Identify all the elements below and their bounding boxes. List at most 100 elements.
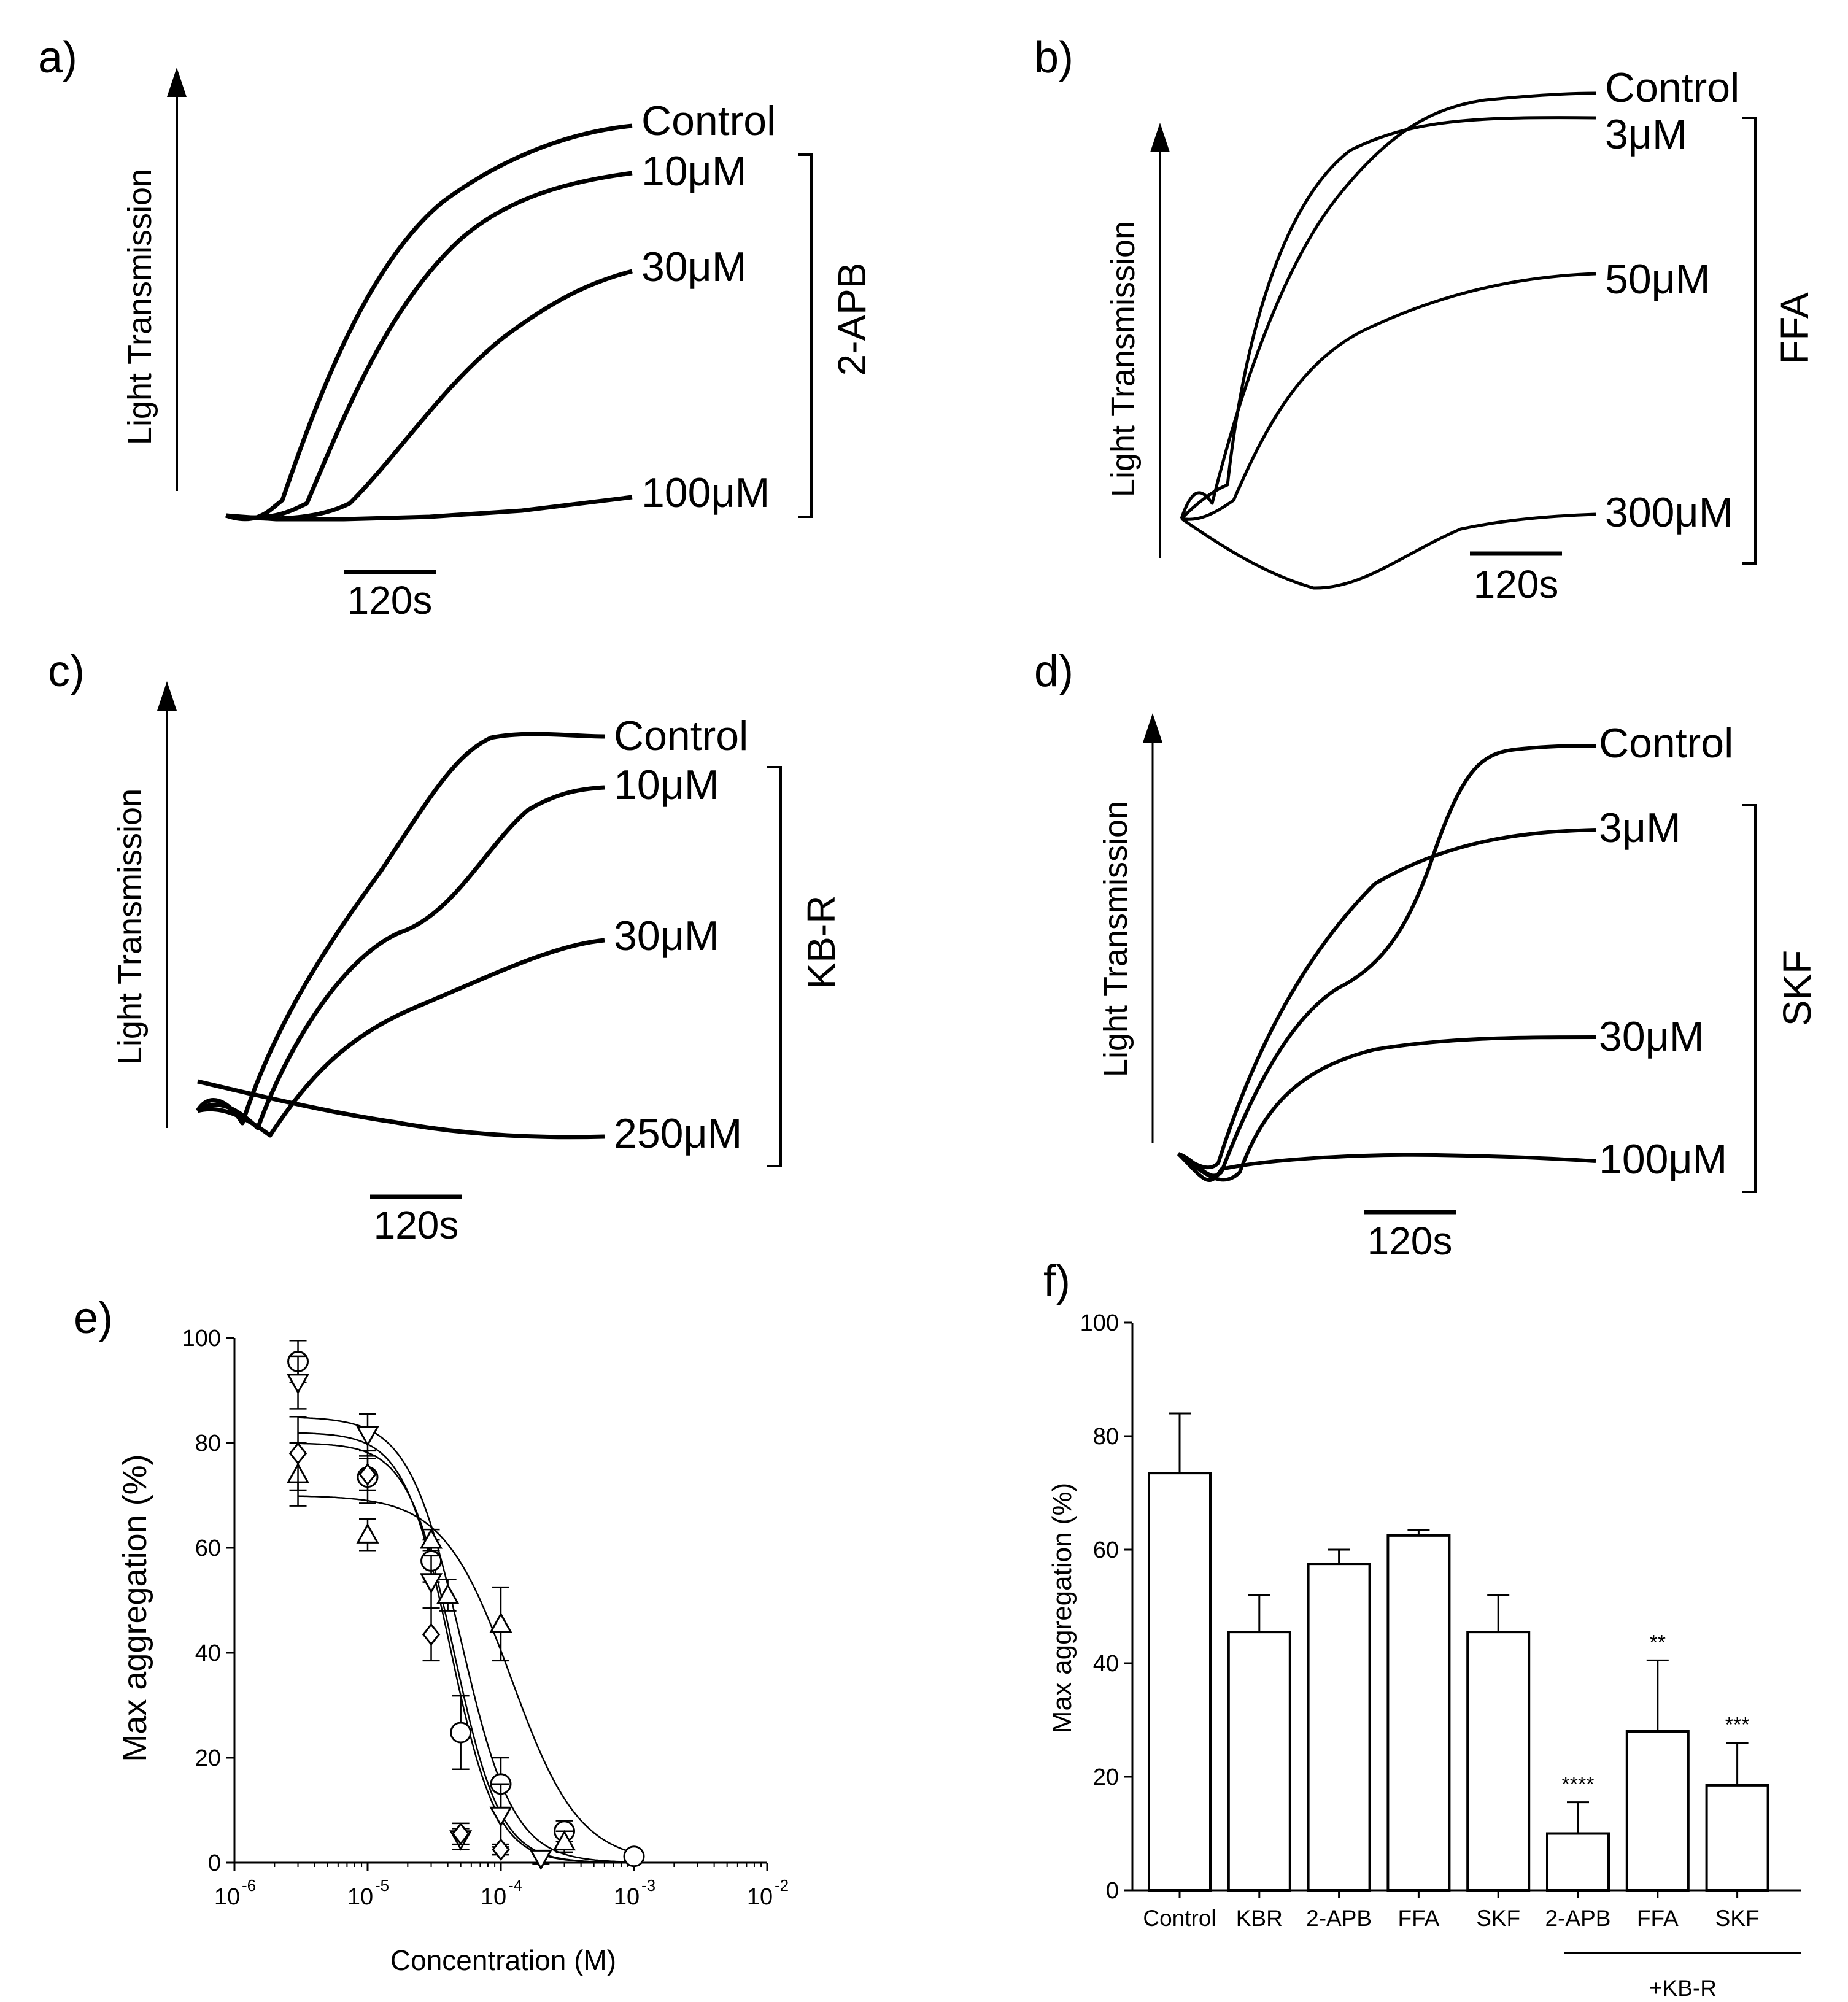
panel-f-bar bbox=[1466, 1631, 1531, 1892]
panel-d-arrowhead-icon bbox=[1143, 713, 1162, 743]
panel-f-bar bbox=[1227, 1631, 1291, 1892]
panel-e-xtick-label: 10 bbox=[347, 1884, 373, 1910]
panel-d-trace-3um bbox=[1177, 828, 1596, 1170]
panel-b-traces bbox=[1180, 91, 1596, 590]
panel-c-label-10um: 10μM bbox=[614, 762, 719, 808]
panel-d-label-100um: 100μM bbox=[1599, 1136, 1727, 1183]
panel-e-point-diamond bbox=[492, 1838, 510, 1861]
panel-a-ylabel: Light Transmission bbox=[122, 169, 158, 445]
panel-c-traces bbox=[196, 732, 605, 1140]
panel-b-bracket bbox=[1742, 117, 1757, 565]
panel-b-label-control: Control bbox=[1605, 64, 1739, 111]
panel-f-category-label: SKF bbox=[1476, 1906, 1520, 1931]
panel-c-arrowhead-icon bbox=[157, 681, 177, 711]
panel-e-fit-curve bbox=[298, 1495, 635, 1854]
panel-e-ytick-label: 0 bbox=[208, 1850, 221, 1876]
panel-f-category-label: SKF bbox=[1715, 1906, 1760, 1931]
panel-f-group-label: +KB-R bbox=[1649, 1976, 1717, 2001]
panel-a-bracket bbox=[798, 153, 813, 518]
panel-a-label-10um: 10μM bbox=[641, 148, 746, 195]
panel-a-letter: a) bbox=[38, 33, 77, 82]
panel-d: d) Light Transmission Control 3μM 30μM 1… bbox=[1034, 647, 1819, 1263]
panel-c-letter: c) bbox=[48, 647, 85, 696]
panel-e-point-triangle-down bbox=[356, 1426, 379, 1447]
panel-a-drug-label: 2-APB bbox=[830, 263, 874, 376]
panel-f-letter: f) bbox=[1043, 1257, 1070, 1306]
panel-a-scale-label: 120s bbox=[347, 578, 433, 622]
panel-b-scale-label: 120s bbox=[1474, 562, 1559, 606]
panel-a-label-100um: 100μM bbox=[641, 470, 770, 516]
panel-e-point-triangle-up bbox=[356, 1523, 379, 1544]
panel-f-category-label: 2-APB bbox=[1545, 1906, 1611, 1931]
panel-e-fit-curve bbox=[298, 1432, 635, 1864]
panel-a-trace-100um bbox=[225, 495, 633, 522]
panel-e-x-ticks: 10 -6 10 -5 10 -4 10 -3 10 -2 bbox=[214, 1863, 789, 1910]
panel-b-letter: b) bbox=[1034, 33, 1073, 82]
panel-f-category-label: KBR bbox=[1236, 1906, 1283, 1931]
panel-f-category-label: FFA bbox=[1637, 1906, 1679, 1931]
panel-b-trace-3um bbox=[1180, 116, 1596, 520]
panel-e-point-diamond bbox=[422, 1623, 441, 1646]
panel-c-label-250um: 250μM bbox=[614, 1110, 742, 1157]
panel-e-xtick-label: 10 bbox=[747, 1884, 773, 1910]
panel-b-label-3um: 3μM bbox=[1605, 111, 1687, 158]
panel-e-point-triangle-down bbox=[286, 1374, 310, 1394]
panel-d-label-3um: 3μM bbox=[1599, 805, 1681, 851]
panel-e-point-triangle-down bbox=[529, 1849, 552, 1871]
panel-e-xtick-exponent: -5 bbox=[375, 1876, 389, 1895]
panel-e-xtick-label: 10 bbox=[614, 1884, 640, 1910]
panel-f-ytick-label: 40 bbox=[1093, 1651, 1119, 1677]
panel-a-traces bbox=[225, 123, 633, 522]
panel-d-label-control: Control bbox=[1599, 720, 1733, 767]
panel-a-arrowhead-icon bbox=[167, 68, 187, 97]
panel-b-arrowhead-icon bbox=[1150, 123, 1170, 152]
panel-e-ytick-label: 20 bbox=[195, 1745, 221, 1771]
panel-e-xtick-exponent: -6 bbox=[242, 1876, 256, 1895]
panel-a-label-control: Control bbox=[641, 98, 776, 144]
panel-f-significance: *** bbox=[1725, 1714, 1750, 1737]
panel-f-ylabel: Max aggregation (%) bbox=[1047, 1483, 1077, 1733]
panel-e-ytick-label: 60 bbox=[195, 1536, 221, 1561]
panel-c-drug-label: KB-R bbox=[799, 895, 843, 989]
panel-b-ylabel: Light Transmission bbox=[1105, 221, 1142, 497]
panel-d-letter: d) bbox=[1034, 647, 1073, 696]
panel-e-point-circle bbox=[623, 1845, 645, 1868]
panel-e-xtick-exponent: -3 bbox=[641, 1876, 655, 1895]
panel-e-ytick-label: 80 bbox=[195, 1431, 221, 1456]
panel-d-trace-control bbox=[1177, 744, 1596, 1178]
panel-c-bracket bbox=[767, 766, 782, 1167]
panel-d-trace-30um bbox=[1177, 1035, 1596, 1182]
panel-b-label-300um: 300μM bbox=[1605, 489, 1733, 536]
panel-f-category-label: FFA bbox=[1398, 1906, 1439, 1931]
panel-e-xtick-exponent: -2 bbox=[775, 1876, 789, 1895]
panel-e-point-circle bbox=[450, 1722, 472, 1744]
panel-e-point-diamond bbox=[358, 1463, 377, 1486]
panel-e-point-triangle-up bbox=[552, 1830, 576, 1851]
panel-e-points bbox=[286, 1340, 645, 1871]
panel-d-drug-label: SKF bbox=[1775, 950, 1819, 1026]
panel-e-point-diamond bbox=[288, 1442, 307, 1465]
panel-f-category-label: Control bbox=[1143, 1906, 1216, 1931]
panel-e-point-triangle-down bbox=[419, 1573, 443, 1594]
panel-e-xlabel: Concentration (M) bbox=[390, 1944, 616, 1976]
panel-f-bar bbox=[1705, 1784, 1769, 1892]
panel-d-scale-label: 120s bbox=[1367, 1219, 1453, 1263]
panel-e-ylabel: Max aggregation (%) bbox=[117, 1454, 153, 1761]
panel-d-trace-100um bbox=[1177, 1152, 1596, 1182]
panel-f-bar bbox=[1546, 1832, 1610, 1892]
panel-b: b) Light Transmission Control 3μM 50μM 3… bbox=[1034, 33, 1817, 606]
panel-f-ytick-label: 100 bbox=[1080, 1310, 1119, 1336]
panel-b-label-50um: 50μM bbox=[1605, 256, 1710, 303]
panel-d-traces bbox=[1177, 744, 1596, 1182]
panel-e-y-ticks: 0 20 40 60 80 100 bbox=[182, 1326, 234, 1876]
panel-e-ytick-label: 40 bbox=[195, 1641, 221, 1666]
panel-a-label-30um: 30μM bbox=[641, 244, 746, 290]
panel-f-significance: ** bbox=[1650, 1631, 1666, 1654]
panel-e-ytick-label: 100 bbox=[182, 1326, 221, 1351]
panel-f-bar bbox=[1386, 1534, 1451, 1892]
panel-f-y-ticks: 0 20 40 60 80 100 bbox=[1080, 1310, 1132, 1904]
panel-f-bar bbox=[1625, 1730, 1690, 1892]
panel-e-fit-curve bbox=[298, 1442, 634, 1863]
